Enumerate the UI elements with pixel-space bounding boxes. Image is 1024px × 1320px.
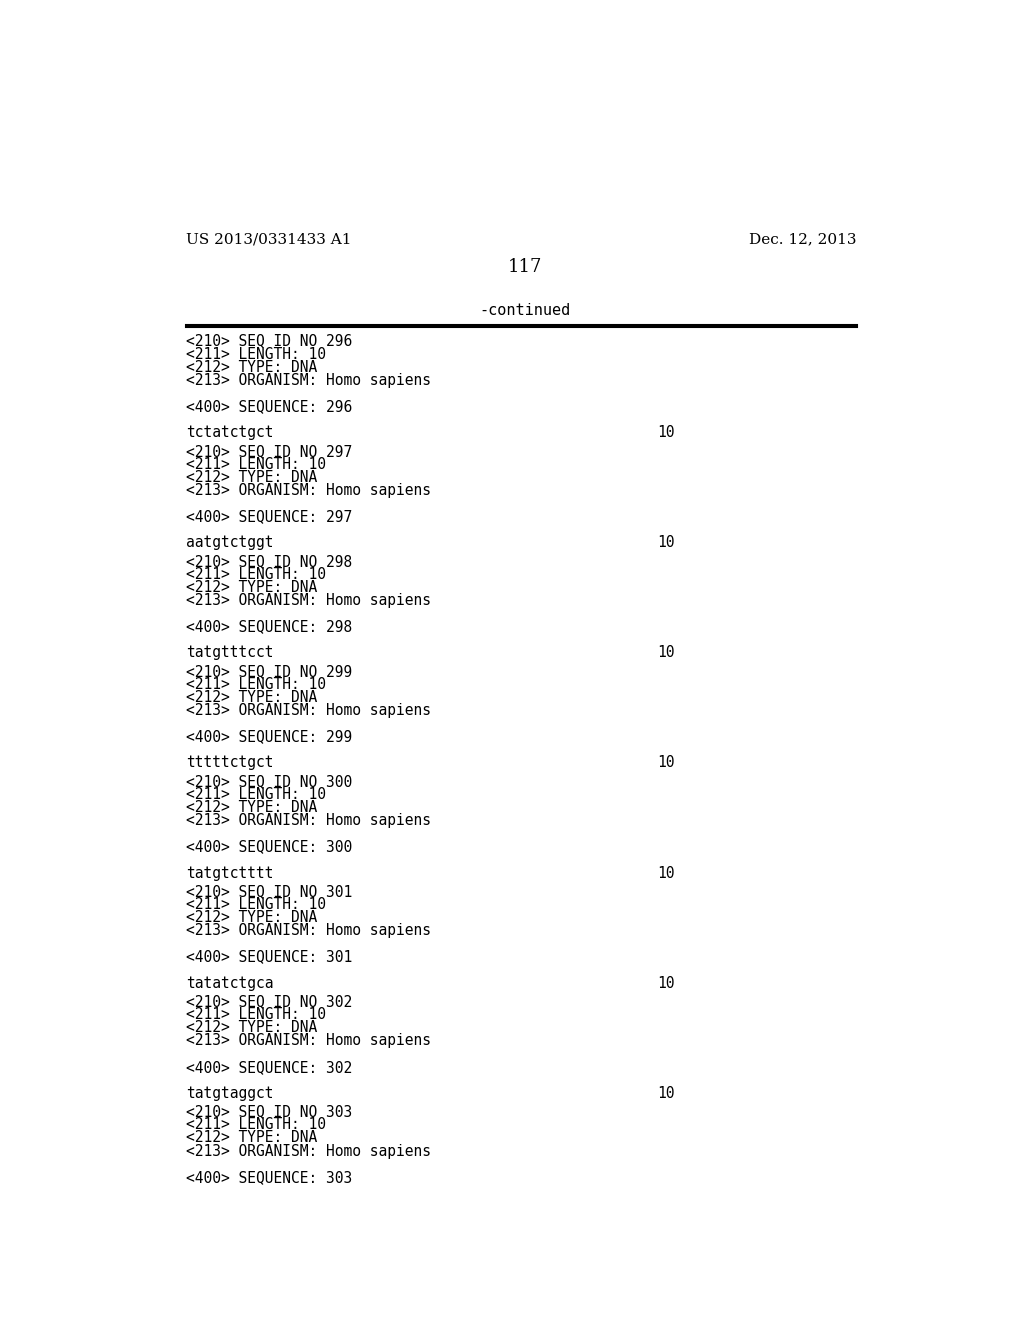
Text: aatgtctggt: aatgtctggt: [186, 535, 273, 550]
Text: <213> ORGANISM: Homo sapiens: <213> ORGANISM: Homo sapiens: [186, 923, 431, 939]
Text: <400> SEQUENCE: 297: <400> SEQUENCE: 297: [186, 510, 352, 524]
Text: <211> LENGTH: 10: <211> LENGTH: 10: [186, 1007, 326, 1022]
Text: 10: 10: [657, 535, 675, 550]
Text: <213> ORGANISM: Homo sapiens: <213> ORGANISM: Homo sapiens: [186, 483, 431, 498]
Text: <210> SEQ ID NO 301: <210> SEQ ID NO 301: [186, 884, 352, 899]
Text: tatgtaggct: tatgtaggct: [186, 1086, 273, 1101]
Text: <212> TYPE: DNA: <212> TYPE: DNA: [186, 359, 317, 375]
Text: Dec. 12, 2013: Dec. 12, 2013: [749, 232, 856, 246]
Text: <210> SEQ ID NO 303: <210> SEQ ID NO 303: [186, 1105, 352, 1119]
Text: <211> LENGTH: 10: <211> LENGTH: 10: [186, 787, 326, 803]
Text: <211> LENGTH: 10: <211> LENGTH: 10: [186, 347, 326, 362]
Text: tctatctgct: tctatctgct: [186, 425, 273, 440]
Text: <210> SEQ ID NO 300: <210> SEQ ID NO 300: [186, 774, 352, 789]
Text: <400> SEQUENCE: 302: <400> SEQUENCE: 302: [186, 1060, 352, 1074]
Text: <212> TYPE: DNA: <212> TYPE: DNA: [186, 1130, 317, 1146]
Text: tttttctgct: tttttctgct: [186, 755, 273, 771]
Text: tatgtctttt: tatgtctttt: [186, 866, 273, 880]
Text: -continued: -continued: [479, 302, 570, 318]
Text: <210> SEQ ID NO 298: <210> SEQ ID NO 298: [186, 553, 352, 569]
Text: <213> ORGANISM: Homo sapiens: <213> ORGANISM: Homo sapiens: [186, 813, 431, 828]
Text: <210> SEQ ID NO 297: <210> SEQ ID NO 297: [186, 444, 352, 458]
Text: <210> SEQ ID NO 296: <210> SEQ ID NO 296: [186, 334, 352, 348]
Text: US 2013/0331433 A1: US 2013/0331433 A1: [186, 232, 351, 246]
Text: 10: 10: [657, 755, 675, 771]
Text: <400> SEQUENCE: 298: <400> SEQUENCE: 298: [186, 619, 352, 634]
Text: <210> SEQ ID NO 302: <210> SEQ ID NO 302: [186, 994, 352, 1010]
Text: <212> TYPE: DNA: <212> TYPE: DNA: [186, 470, 317, 484]
Text: <400> SEQUENCE: 299: <400> SEQUENCE: 299: [186, 729, 352, 744]
Text: tatatctgca: tatatctgca: [186, 975, 273, 991]
Text: tatgtttcct: tatgtttcct: [186, 645, 273, 660]
Text: <210> SEQ ID NO 299: <210> SEQ ID NO 299: [186, 664, 352, 678]
Text: 10: 10: [657, 645, 675, 660]
Text: 10: 10: [657, 1086, 675, 1101]
Text: <400> SEQUENCE: 300: <400> SEQUENCE: 300: [186, 840, 352, 854]
Text: <213> ORGANISM: Homo sapiens: <213> ORGANISM: Homo sapiens: [186, 593, 431, 609]
Text: <211> LENGTH: 10: <211> LENGTH: 10: [186, 677, 326, 692]
Text: 117: 117: [508, 259, 542, 276]
Text: <211> LENGTH: 10: <211> LENGTH: 10: [186, 566, 326, 582]
Text: <213> ORGANISM: Homo sapiens: <213> ORGANISM: Homo sapiens: [186, 372, 431, 388]
Text: <400> SEQUENCE: 301: <400> SEQUENCE: 301: [186, 949, 352, 965]
Text: 10: 10: [657, 425, 675, 440]
Text: <212> TYPE: DNA: <212> TYPE: DNA: [186, 800, 317, 816]
Text: <212> TYPE: DNA: <212> TYPE: DNA: [186, 579, 317, 595]
Text: <211> LENGTH: 10: <211> LENGTH: 10: [186, 457, 326, 471]
Text: <212> TYPE: DNA: <212> TYPE: DNA: [186, 690, 317, 705]
Text: <213> ORGANISM: Homo sapiens: <213> ORGANISM: Homo sapiens: [186, 704, 431, 718]
Text: <213> ORGANISM: Homo sapiens: <213> ORGANISM: Homo sapiens: [186, 1034, 431, 1048]
Text: <211> LENGTH: 10: <211> LENGTH: 10: [186, 1117, 326, 1133]
Text: <212> TYPE: DNA: <212> TYPE: DNA: [186, 911, 317, 925]
Text: <400> SEQUENCE: 303: <400> SEQUENCE: 303: [186, 1170, 352, 1185]
Text: <400> SEQUENCE: 296: <400> SEQUENCE: 296: [186, 399, 352, 414]
Text: <213> ORGANISM: Homo sapiens: <213> ORGANISM: Homo sapiens: [186, 1143, 431, 1159]
Text: 10: 10: [657, 866, 675, 880]
Text: <211> LENGTH: 10: <211> LENGTH: 10: [186, 898, 326, 912]
Text: 10: 10: [657, 975, 675, 991]
Text: <212> TYPE: DNA: <212> TYPE: DNA: [186, 1020, 317, 1035]
